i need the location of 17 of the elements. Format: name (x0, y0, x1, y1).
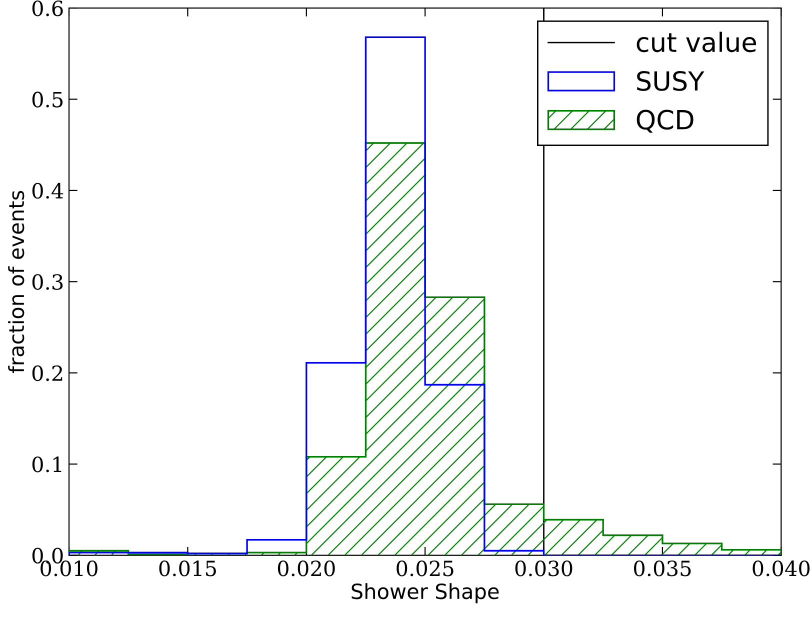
y-axis-title: fraction of events (8, 190, 24, 373)
x-tick-label: 0.040 (752, 560, 810, 576)
x-tick-label: 0.035 (634, 560, 691, 576)
y-tick-label: 0.3 (32, 274, 63, 290)
y-tick-label: 0.5 (32, 92, 63, 108)
x-tick-label: 0.025 (396, 560, 454, 576)
y-tick-label: 0.2 (32, 365, 62, 382)
y-tick-label: 0.6 (32, 0, 63, 16)
x-tick-label: 0.030 (515, 560, 572, 576)
y-tick-label: 0.1 (32, 456, 62, 472)
legend-label: SUSY (637, 70, 704, 91)
x-axis-title: Shower Shape (352, 583, 499, 604)
x-tick-label: 0.015 (159, 560, 216, 576)
y-tick-label: 0.4 (32, 182, 64, 199)
ref-line-label: cut value (636, 32, 756, 52)
legend-label: QCD (636, 110, 694, 133)
x-tick-label: 0.020 (278, 560, 335, 576)
